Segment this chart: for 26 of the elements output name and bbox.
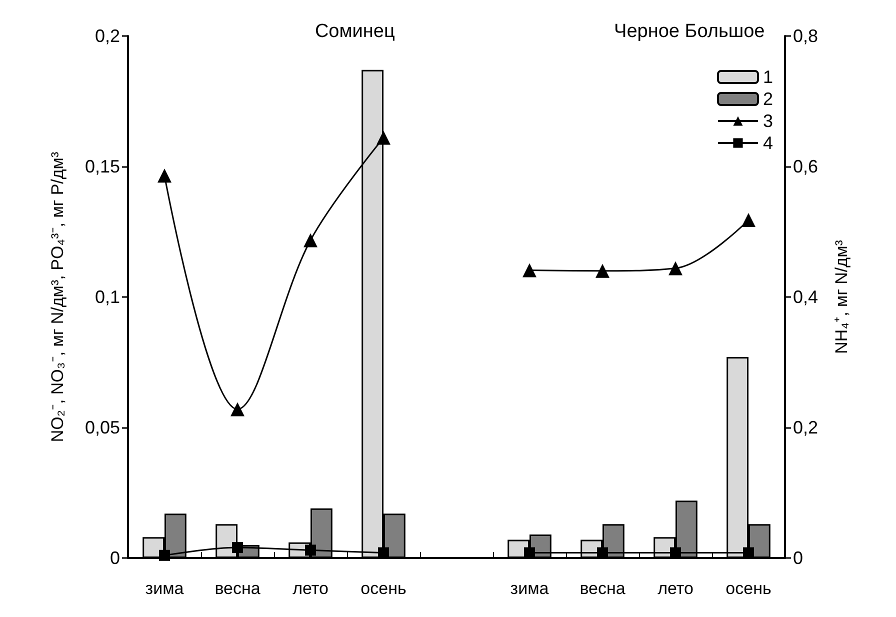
legend-label: 3 (762, 111, 774, 131)
x-tick-label: зима (145, 579, 184, 598)
x-tick-label: осень (726, 579, 772, 598)
y-tick-label: 0 (110, 548, 120, 568)
y2-tick-label: 0,2 (793, 418, 818, 438)
y2-tick-label: 0 (793, 548, 804, 568)
x-tick-label: лето (292, 579, 328, 598)
y-axis-title: NO₂⁻, NO₃⁻, мг N/дм³, PO₄³⁻, мг P/дм³ (48, 152, 67, 442)
y2-tick-label: 0,4 (793, 287, 818, 307)
legend-label: 2 (762, 89, 774, 109)
x-tick-label: лето (658, 579, 694, 598)
x-tick-label: зима (510, 579, 550, 598)
y-tick-label: 0,2 (94, 26, 120, 46)
annotation: Соминец (314, 21, 395, 42)
y2-tick-label: 0,8 (793, 26, 818, 46)
legend-label: 1 (762, 67, 774, 87)
legend-label: 4 (762, 133, 774, 153)
x-tick-label: весна (580, 579, 626, 598)
x-tick-label: весна (214, 579, 261, 598)
y-tick-label: 0,15 (84, 156, 120, 176)
y2-tick-label: 0,6 (793, 156, 818, 176)
x-tick-label: осень (360, 579, 406, 598)
y-tick-label: 0,05 (84, 418, 120, 438)
annotation: Черное Большое (614, 21, 765, 42)
y-tick-label: 0,1 (94, 287, 120, 307)
y2-axis-title: NH₄⁺, мг N/дм³ (832, 240, 851, 354)
